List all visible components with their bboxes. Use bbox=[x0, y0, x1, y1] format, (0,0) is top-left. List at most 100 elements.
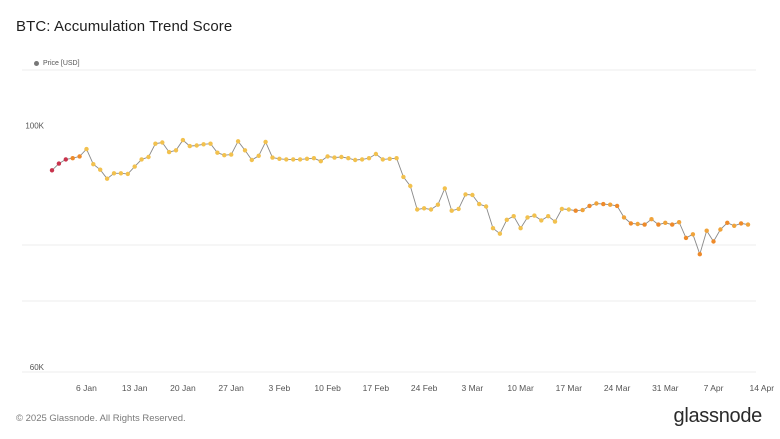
data-point bbox=[525, 215, 530, 220]
x-tick-label-13: 7 Apr bbox=[704, 383, 724, 393]
data-point bbox=[91, 162, 96, 167]
data-point bbox=[229, 152, 234, 157]
data-point bbox=[325, 154, 330, 159]
data-point bbox=[676, 220, 682, 225]
x-tick-label-10: 17 Mar bbox=[556, 383, 583, 393]
data-point bbox=[442, 186, 447, 191]
data-point bbox=[304, 156, 310, 161]
data-point bbox=[559, 206, 565, 212]
data-point bbox=[421, 206, 427, 211]
data-point bbox=[160, 140, 165, 145]
data-point bbox=[249, 157, 254, 163]
x-tick-label-3: 27 Jan bbox=[218, 383, 244, 393]
data-point bbox=[318, 159, 323, 164]
x-tick-label-2: 20 Jan bbox=[170, 383, 196, 393]
data-point bbox=[490, 226, 496, 231]
data-point bbox=[621, 215, 627, 220]
x-tick-label-7: 24 Feb bbox=[411, 383, 438, 393]
data-point bbox=[738, 221, 744, 226]
data-point bbox=[690, 232, 696, 237]
data-point bbox=[173, 148, 179, 153]
data-point bbox=[394, 156, 399, 161]
data-point bbox=[642, 222, 647, 227]
data-point bbox=[104, 176, 110, 181]
data-point bbox=[608, 202, 613, 207]
data-point bbox=[649, 217, 654, 222]
data-point bbox=[139, 157, 144, 162]
data-point bbox=[594, 201, 599, 206]
data-point bbox=[235, 139, 241, 144]
x-tick-label-14: 14 Apr bbox=[749, 383, 774, 393]
data-point bbox=[222, 153, 227, 158]
data-point bbox=[587, 203, 592, 209]
data-point bbox=[401, 174, 406, 180]
data-point bbox=[346, 156, 351, 161]
data-point bbox=[518, 226, 523, 231]
data-point bbox=[456, 206, 461, 212]
data-point bbox=[387, 156, 392, 161]
data-point bbox=[580, 207, 585, 213]
data-point bbox=[311, 156, 317, 161]
data-point bbox=[504, 217, 509, 222]
data-point bbox=[408, 183, 413, 189]
data-point bbox=[49, 168, 55, 173]
data-point bbox=[635, 221, 640, 227]
data-point bbox=[539, 218, 544, 223]
data-point bbox=[380, 157, 385, 162]
data-point bbox=[194, 143, 199, 148]
data-point bbox=[297, 157, 303, 162]
data-point bbox=[704, 228, 709, 233]
x-tick-label-0: 6 Jan bbox=[76, 383, 97, 393]
data-point bbox=[532, 213, 537, 218]
data-point bbox=[477, 201, 482, 207]
data-point bbox=[546, 214, 551, 219]
data-point bbox=[732, 223, 737, 228]
data-point bbox=[366, 156, 372, 161]
x-tick-label-8: 3 Mar bbox=[461, 383, 483, 393]
x-tick-label-1: 13 Jan bbox=[122, 383, 148, 393]
copyright-text: © 2025 Glassnode. All Rights Reserved. bbox=[16, 413, 186, 424]
legend-label-price: Price [USD] bbox=[43, 60, 80, 67]
data-point bbox=[291, 157, 296, 162]
data-point bbox=[373, 151, 379, 157]
x-tick-label-6: 17 Feb bbox=[363, 383, 390, 393]
legend-dot-icon bbox=[34, 61, 39, 66]
data-point bbox=[180, 137, 186, 143]
data-point bbox=[463, 192, 468, 197]
data-point bbox=[98, 167, 103, 172]
data-point bbox=[415, 207, 420, 212]
data-point bbox=[270, 155, 275, 160]
data-point bbox=[656, 222, 661, 227]
data-point bbox=[111, 171, 117, 176]
data-point bbox=[277, 156, 282, 161]
legend[interactable]: Price [USD] bbox=[34, 60, 80, 67]
data-point bbox=[256, 153, 261, 158]
x-tick-label-9: 10 Mar bbox=[507, 383, 534, 393]
data-point bbox=[566, 207, 571, 212]
data-point bbox=[614, 203, 620, 209]
data-point bbox=[201, 142, 206, 147]
data-point bbox=[77, 154, 82, 159]
data-point bbox=[683, 235, 689, 241]
data-point bbox=[242, 148, 248, 153]
data-point bbox=[166, 149, 172, 155]
data-point bbox=[70, 156, 75, 161]
data-point bbox=[63, 157, 68, 162]
data-point bbox=[573, 208, 578, 213]
data-point bbox=[697, 252, 702, 257]
data-point bbox=[125, 171, 130, 177]
data-point bbox=[208, 141, 213, 146]
data-point bbox=[56, 161, 62, 166]
data-point bbox=[435, 202, 441, 207]
price-line bbox=[51, 139, 749, 256]
data-point bbox=[470, 192, 475, 198]
data-point bbox=[215, 150, 220, 155]
chart-title: BTC: Accumulation Trend Score bbox=[16, 18, 233, 35]
data-point bbox=[483, 204, 489, 209]
data-point bbox=[449, 208, 454, 213]
data-point bbox=[359, 157, 365, 162]
data-point bbox=[601, 201, 606, 207]
y-tick-label-1: 100K bbox=[25, 121, 44, 130]
data-point bbox=[263, 139, 268, 145]
